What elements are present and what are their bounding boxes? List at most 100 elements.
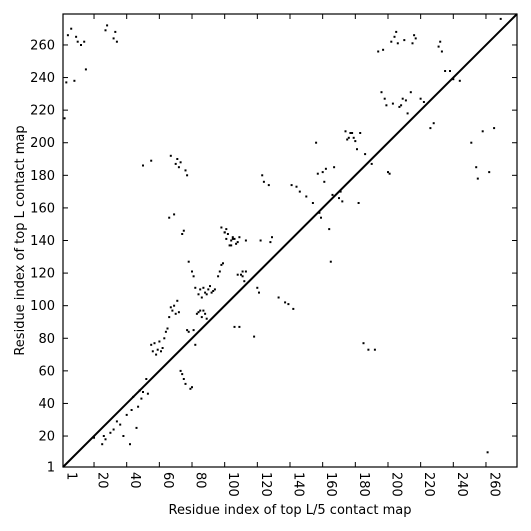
contact-point-l-31 xyxy=(168,316,171,319)
y-tick-label: 40 xyxy=(38,397,55,412)
contact-point-l5-64 xyxy=(305,195,308,198)
contact-point-l5-104 xyxy=(393,35,396,38)
contact-point-l-27 xyxy=(161,347,164,349)
contact-point-l5-30 xyxy=(192,275,195,278)
axis-ticks: 1 20 40 60 80 100 120 140 160 180 200 220 240 2601204… xyxy=(30,14,517,497)
y-tick-label: 180 xyxy=(30,169,55,184)
contact-point-l-49 xyxy=(197,311,200,314)
contact-point-l-8 xyxy=(122,435,125,437)
contact-point-l5-92 xyxy=(367,348,370,351)
contact-point-l-54 xyxy=(205,317,208,320)
contact-point-l5-13 xyxy=(114,30,117,33)
x-tick-label: 1 xyxy=(64,472,79,480)
contact-point-l5-71 xyxy=(323,180,326,183)
contact-point-l-21 xyxy=(151,350,154,353)
contact-point-l5-86 xyxy=(354,140,357,143)
y-tick-label: 200 xyxy=(30,136,55,151)
contact-point-l5-17 xyxy=(168,216,171,219)
contact-point-l5-125 xyxy=(449,70,451,72)
contact-point-l5-27 xyxy=(186,174,189,177)
contact-point-l5-49 xyxy=(256,286,259,289)
x-tick-label: 20 xyxy=(95,472,110,489)
contact-point-l-13 xyxy=(135,426,138,429)
contact-point-l-22 xyxy=(153,342,156,345)
y-tick-label: 260 xyxy=(30,38,55,53)
contact-point-l5-54 xyxy=(267,184,270,187)
contact-point-l-20 xyxy=(150,343,153,346)
contact-point-l5-75 xyxy=(331,193,334,196)
contact-point-l5-106 xyxy=(396,42,399,45)
contact-point-l-32 xyxy=(169,306,172,309)
contact-point-l5-15 xyxy=(142,164,144,167)
contact-point-l-77 xyxy=(244,270,247,273)
contact-point-l-14 xyxy=(137,405,140,408)
contact-point-l-3 xyxy=(104,438,107,441)
contact-point-l-4 xyxy=(109,431,112,434)
contact-point-l5-11 xyxy=(106,24,109,27)
contact-point-l5-113 xyxy=(409,91,412,94)
y-tick-label: 140 xyxy=(30,234,55,249)
contact-point-l5-112 xyxy=(406,112,409,115)
contact-point-l-46 xyxy=(192,329,195,332)
contact-point-l-35 xyxy=(174,312,177,315)
x-tick-label: 160 xyxy=(323,472,338,497)
contact-point-l5-127 xyxy=(458,79,461,82)
contact-point-l5-47 xyxy=(244,239,247,242)
contact-point-l5-12 xyxy=(112,37,115,40)
contact-point-l5-5 xyxy=(75,35,78,38)
contact-point-l5-61 xyxy=(292,307,295,310)
contact-point-l-23 xyxy=(155,353,158,356)
contact-point-l5-68 xyxy=(318,211,321,214)
contact-point-l5-23 xyxy=(179,161,182,164)
contact-point-l5-8 xyxy=(83,40,86,43)
contact-point-l5-21 xyxy=(176,158,179,160)
contact-point-l5-0 xyxy=(63,117,66,120)
contact-point-l5-10 xyxy=(104,29,107,32)
contact-point-l5-56 xyxy=(271,236,273,239)
contact-point-l-2 xyxy=(102,435,105,437)
contact-point-l5-77 xyxy=(338,197,340,200)
contact-point-l5-35 xyxy=(202,286,205,289)
contact-point-l5-66 xyxy=(315,141,318,144)
contact-point-l-57 xyxy=(210,291,213,294)
contact-point-l-6 xyxy=(115,420,118,423)
contact-point-l5-132 xyxy=(486,451,489,454)
contact-point-l5-60 xyxy=(290,184,293,187)
contact-point-l5-40 xyxy=(225,237,228,240)
y-axis-label: Residue index of top L contact map xyxy=(13,125,28,355)
contact-point-l-33 xyxy=(171,309,174,312)
y-tick-label: 60 xyxy=(38,364,55,379)
y-tick-label: 20 xyxy=(38,430,55,445)
contact-points xyxy=(63,17,502,454)
contact-point-l-67 xyxy=(228,244,231,247)
contact-point-l5-16 xyxy=(150,159,153,162)
contact-point-l5-33 xyxy=(199,288,202,291)
contact-point-l5-19 xyxy=(173,213,176,216)
y-tick-label: 120 xyxy=(30,267,55,282)
contact-point-l-52 xyxy=(202,309,205,312)
contact-point-l-69 xyxy=(231,236,234,239)
contact-point-l-7 xyxy=(119,423,122,426)
contact-point-l5-9 xyxy=(84,68,87,71)
contact-point-l5-107 xyxy=(398,105,401,108)
contact-point-l-5 xyxy=(112,428,115,431)
contact-point-l-64 xyxy=(223,231,226,234)
contact-point-l5-34 xyxy=(200,296,203,299)
x-tick-label: 100 xyxy=(225,472,240,497)
contact-point-l-38 xyxy=(179,369,182,372)
contact-point-l5-28 xyxy=(187,260,190,263)
contact-point-l-18 xyxy=(145,378,148,380)
contact-point-l5-1 xyxy=(65,81,68,84)
diagonal-line xyxy=(62,13,518,468)
contact-point-l-61 xyxy=(218,270,221,273)
contact-point-l5-78 xyxy=(339,190,342,193)
contact-point-l5-70 xyxy=(321,171,324,174)
contact-point-l-11 xyxy=(130,409,133,411)
y-tick-label: 100 xyxy=(30,299,55,314)
contact-point-l5-103 xyxy=(391,102,394,105)
contact-point-l5-25 xyxy=(182,229,185,232)
contact-point-l-26 xyxy=(160,350,162,353)
contact-point-l5-4 xyxy=(73,79,76,82)
contact-point-l5-20 xyxy=(174,162,177,165)
contact-point-l-72 xyxy=(236,241,239,244)
